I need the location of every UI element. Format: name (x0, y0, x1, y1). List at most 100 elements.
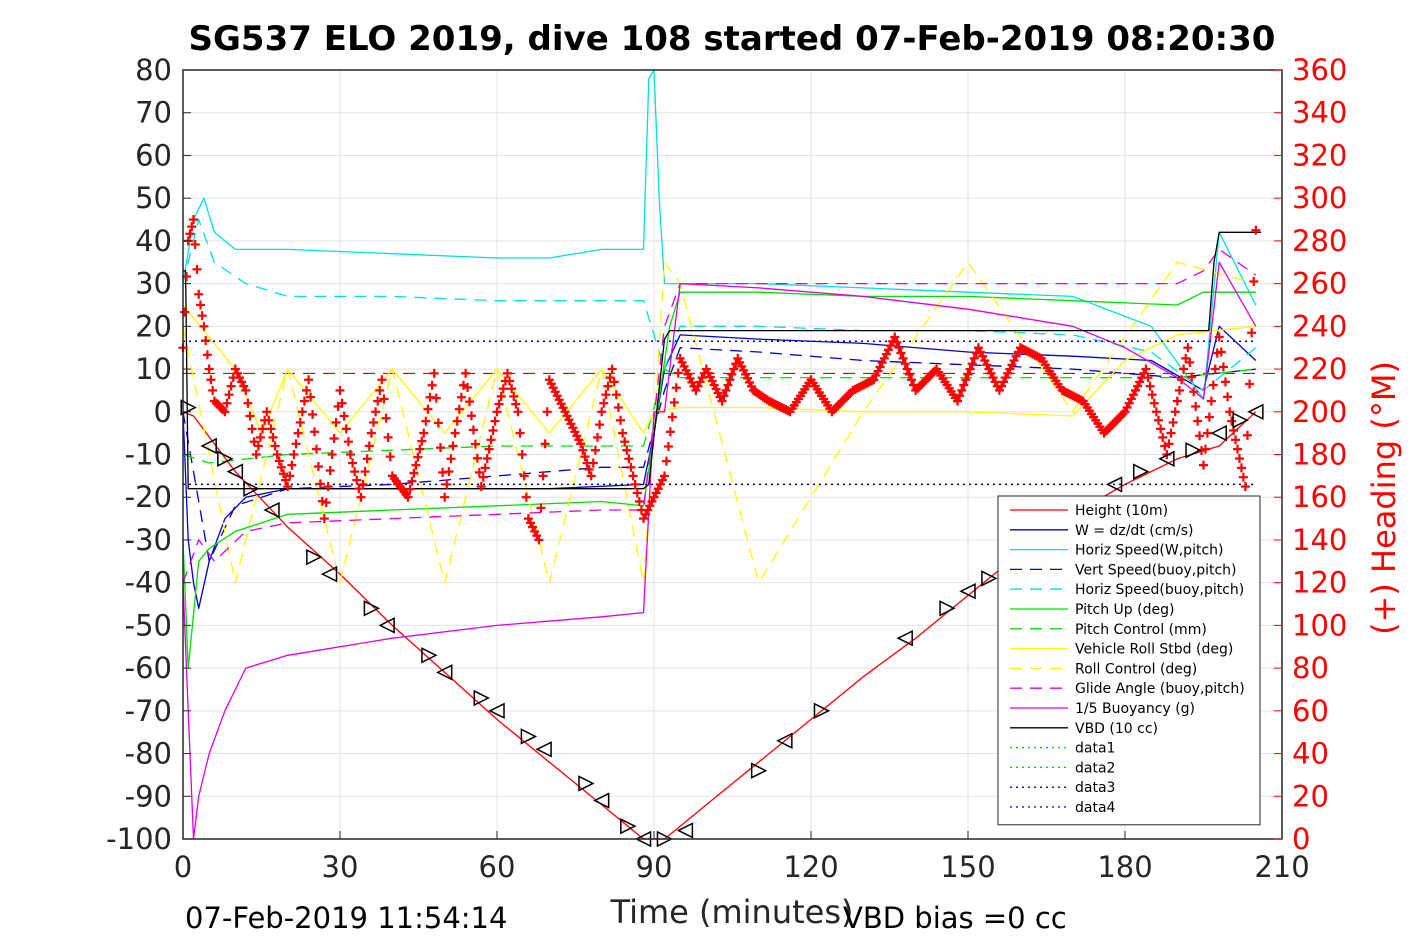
heading-point (1227, 416, 1237, 426)
x-axis-label: Time (minutes) (610, 893, 854, 931)
y-tick-label: 20 (135, 309, 172, 343)
depth-marker (592, 792, 610, 809)
heading-point (507, 384, 517, 394)
heading-point (454, 404, 464, 414)
heading-point (661, 456, 671, 466)
depth-marker (488, 702, 505, 720)
heading-point (452, 416, 462, 426)
heading-point (348, 458, 358, 468)
heading-point (308, 409, 318, 419)
heading-point (345, 450, 355, 459)
depth-marker (939, 600, 956, 617)
heading-point (371, 407, 381, 417)
heading-point (665, 427, 675, 437)
depth-marker (226, 463, 244, 480)
y2-tick-label: 140 (1292, 523, 1347, 557)
heading-point (953, 396, 963, 406)
heading-point (611, 390, 621, 400)
heading-point (185, 229, 195, 239)
x-tick-label: 180 (1097, 850, 1152, 884)
heading-point (266, 424, 276, 434)
heading-point (1172, 396, 1182, 406)
heading-point (959, 380, 969, 390)
heading-point (187, 222, 197, 232)
heading-point (719, 391, 729, 401)
heading-point (496, 391, 506, 401)
depth-marker (535, 741, 552, 758)
heading-point (385, 452, 395, 462)
heading-point (377, 375, 387, 385)
heading-point (723, 380, 733, 390)
y2-tick-label: 260 (1292, 267, 1347, 301)
heading-point (1177, 375, 1187, 385)
heading-point (484, 444, 494, 454)
legend-entry: Vehicle Roll Stbd (deg) (1075, 642, 1233, 658)
heading-point (601, 390, 611, 400)
heading-point (350, 467, 360, 477)
heading-point (580, 452, 590, 462)
heading-point (448, 441, 458, 451)
heading-point (470, 439, 480, 449)
depth-marker (306, 548, 323, 566)
depth-marker (180, 399, 197, 416)
heading-point (618, 428, 628, 438)
heading-point (268, 432, 278, 442)
heading-point (906, 375, 916, 385)
heading-point (515, 428, 525, 438)
heading-point (502, 368, 512, 378)
x-tick-label: 120 (783, 850, 838, 884)
legend-entry: Height (10m) (1075, 503, 1168, 519)
y2-tick-label: 220 (1292, 352, 1347, 386)
heading-point (963, 369, 973, 379)
heading-point (626, 462, 636, 472)
heading-point (1218, 362, 1228, 372)
heading-point (1195, 431, 1205, 441)
heading-point (283, 482, 293, 492)
series-line-6 (182, 368, 1256, 464)
heading-point (306, 392, 316, 402)
y-tick-label: -10 (125, 438, 172, 472)
heading-point (605, 373, 615, 383)
heading-point (536, 503, 546, 513)
heading-point (1166, 428, 1176, 438)
heading-point (513, 407, 523, 417)
heading-point (270, 441, 280, 451)
y-tick-label: 80 (135, 53, 172, 87)
heading-point (599, 398, 609, 408)
heading-point (247, 424, 257, 434)
heading-point (255, 432, 265, 442)
y2-tick-label: 100 (1292, 608, 1347, 642)
heading-point (1208, 380, 1218, 390)
legend-entry: data4 (1075, 800, 1116, 816)
y2-tick-label: 320 (1292, 138, 1347, 172)
x-tick-label: 150 (940, 850, 995, 884)
heading-point (364, 441, 374, 451)
heading-point (578, 445, 588, 455)
heading-point (965, 364, 975, 374)
heading-point (315, 479, 325, 489)
heading-point (609, 377, 619, 387)
heading-point (900, 359, 910, 369)
heading-point (190, 239, 200, 249)
heading-point (622, 445, 632, 455)
heading-point (311, 444, 321, 454)
heading-point (224, 390, 234, 400)
y2-tick-label: 60 (1292, 694, 1329, 728)
heading-point (446, 454, 456, 464)
x-tick-label: 0 (174, 850, 192, 884)
chart-title: SG537 ELO 2019, dive 108 started 07-Feb-… (189, 19, 1276, 59)
heading-point (202, 350, 212, 360)
heading-point (366, 428, 376, 438)
heading-point (429, 368, 439, 378)
heading-point (498, 384, 508, 394)
heading-point (444, 467, 454, 477)
heading-point (505, 376, 515, 386)
y2-tick-label: 80 (1292, 651, 1329, 685)
depth-marker (981, 570, 998, 587)
legend-entry: W = dz/dt (cm/s) (1075, 523, 1194, 539)
x-tick-label: 60 (479, 850, 516, 884)
heading-point (534, 535, 544, 545)
heading-point (281, 475, 291, 485)
heading-point (249, 437, 259, 447)
heading-point (356, 492, 366, 502)
